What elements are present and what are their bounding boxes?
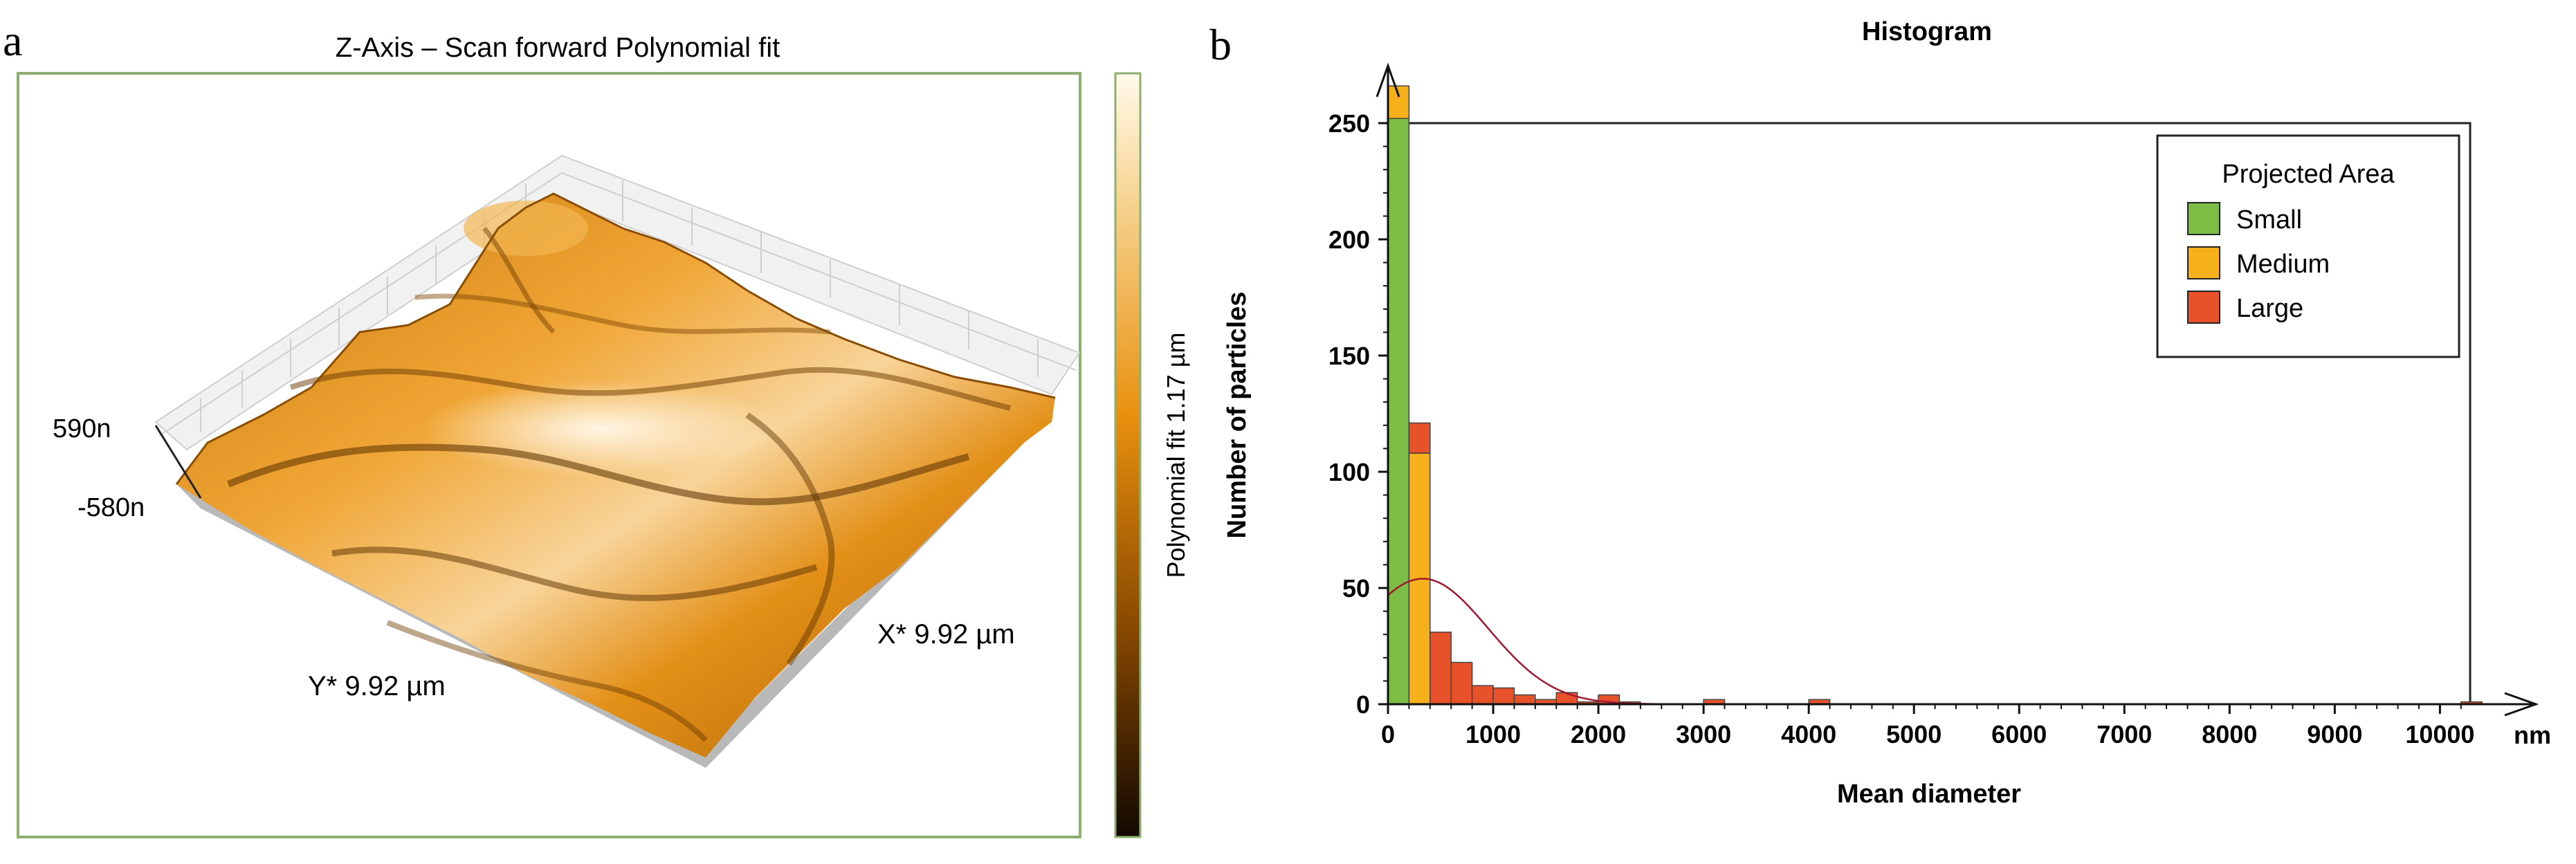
x-tick-label-7000: 7000: [2097, 720, 2152, 748]
axes: [1376, 62, 2539, 717]
x-unit-label: nm: [2514, 721, 2551, 749]
colorbar: [1114, 72, 1142, 838]
panel-b-label: b: [1209, 20, 1232, 69]
x-tick-label-1000: 1000: [1465, 720, 1521, 748]
y-tick-label-200: 200: [1328, 226, 1370, 254]
bar-small-0: [1387, 118, 1410, 705]
x-tick-label-0: 0: [1381, 720, 1395, 748]
colorbar-label: Polynomial fit 1.17 µm: [1162, 333, 1190, 578]
x-tick-label-3000: 3000: [1676, 720, 1731, 748]
x-tick-label-9000: 9000: [2307, 720, 2362, 748]
y-axis-label: Y* 9.92 µm: [308, 671, 446, 701]
bar-large-1200: [1513, 694, 1536, 705]
legend-swatch-medium: [2187, 246, 2220, 279]
bar-large-600: [1450, 661, 1473, 705]
z-max-label: 590n: [53, 414, 111, 443]
legend-label-medium: Medium: [2236, 250, 2330, 279]
x-tick-label-8000: 8000: [2202, 720, 2257, 748]
panel-a: a Z-Axis – Scan forward Polynomial fit: [3, 16, 1190, 838]
x-tick-label-2000: 2000: [1571, 720, 1626, 748]
y-tick-label-150: 150: [1328, 342, 1370, 370]
histogram-bars: [1387, 85, 2483, 705]
bar-large-200: [1408, 422, 1431, 454]
legend-label-large: Large: [2236, 294, 2303, 323]
y-tick-label-100: 100: [1328, 458, 1370, 486]
z-axis-line: [154, 425, 202, 499]
x-tick-label-6000: 6000: [1991, 720, 2047, 748]
x-tick-label-10000: 10000: [2405, 720, 2474, 748]
x-tick-label-4000: 4000: [1781, 720, 1836, 748]
x-axis-title: Mean diameter: [1837, 780, 2021, 809]
x-axis-label: X* 9.92 µm: [877, 619, 1015, 650]
panel-a-title: Z-Axis – Scan forward Polynomial fit: [336, 33, 780, 63]
y-tick-label-250: 250: [1328, 109, 1370, 138]
y-tick-label-50: 50: [1342, 574, 1370, 603]
z-min-label: -580n: [77, 493, 145, 522]
legend-swatch-large: [2187, 291, 2220, 324]
afm-surface: [175, 192, 1056, 757]
bar-large-400: [1429, 632, 1452, 705]
legend-label-small: Small: [2236, 205, 2302, 235]
legend-swatch-small: [2187, 202, 2220, 235]
x-ticks: 0 1000 2000 3000 4000 5000 6000 7000 8000 9000 100…: [1381, 704, 2474, 748]
panel-a-label: a: [3, 16, 22, 65]
y-axis-title: Number of particles: [1223, 292, 1252, 539]
panel-b: b Histogram 0 50 100 150 200 250 0 1000 2000 300…: [1209, 17, 2551, 809]
bar-medium-0: [1387, 85, 1410, 120]
y-tick-label-0: 0: [1356, 690, 1370, 719]
chart-title: Histogram: [1862, 17, 1992, 46]
y-ticks: 0 50 100 150 200 250: [1328, 109, 1388, 719]
legend: Projected Area Small Medium Large: [2156, 134, 2460, 358]
bar-large-1000: [1492, 687, 1515, 705]
x-tick-label-5000: 5000: [1886, 720, 1942, 748]
legend-title: Projected Area: [2222, 160, 2395, 189]
bar-large-800: [1471, 685, 1494, 705]
bar-large-1600: [1555, 692, 1578, 705]
